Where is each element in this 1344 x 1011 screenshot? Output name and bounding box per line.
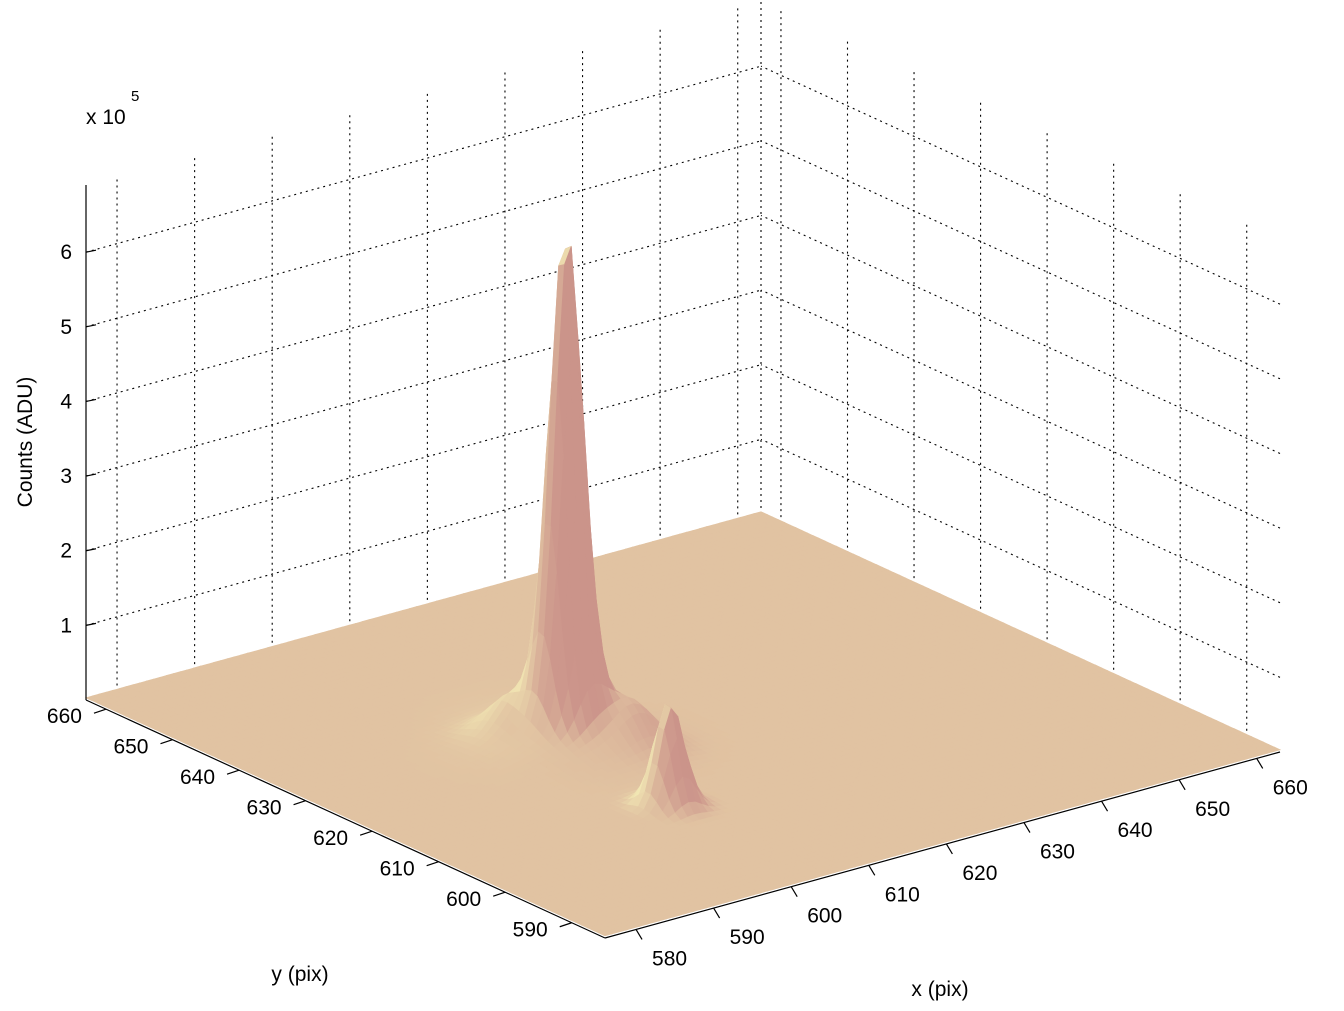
grid-line-z (86, 66, 761, 252)
surface-mesh (86, 247, 1280, 936)
grid-line-z (86, 290, 761, 476)
grid-line-z (761, 141, 1280, 379)
grid-line-z (761, 66, 1280, 304)
grid-line-z (761, 290, 1280, 528)
grid-line-z (761, 215, 1280, 453)
